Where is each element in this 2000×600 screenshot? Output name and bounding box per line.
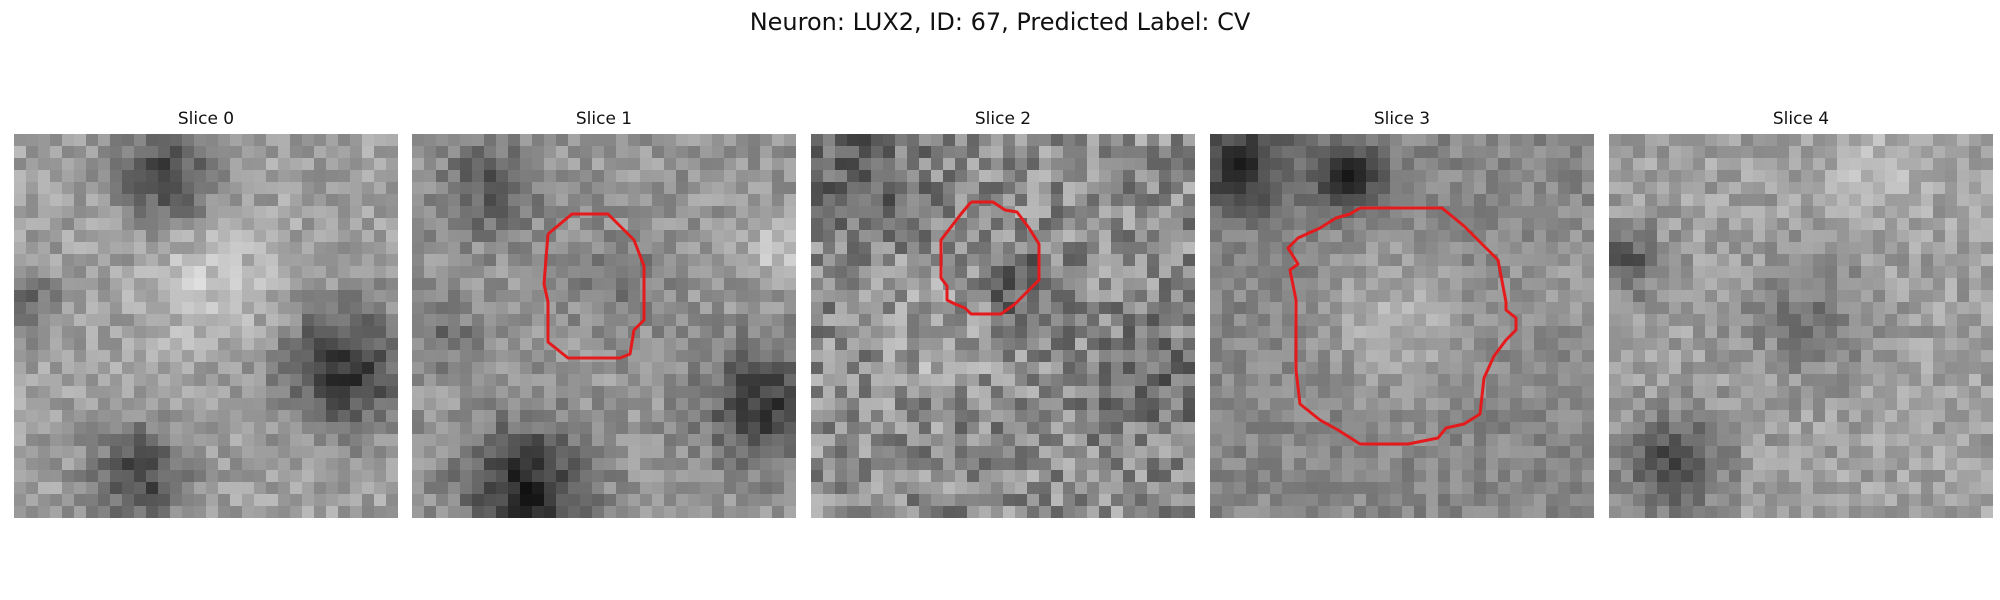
slice-image [14,134,398,518]
grayscale-micrograph [1609,134,1993,518]
roi-contour [542,212,646,360]
slice-image [1210,134,1594,518]
slice-image [811,134,1195,518]
grayscale-micrograph [14,134,398,518]
slice-panel-4: Slice 4 [1609,108,1993,518]
slice-panel-3: Slice 3 [1210,108,1594,518]
roi-contour [939,200,1041,316]
roi-contour [1286,206,1518,446]
figure-title: Neuron: LUX2, ID: 67, Predicted Label: C… [749,8,1251,36]
slice-title: Slice 4 [1772,109,1830,129]
slice-image [1609,134,1993,518]
grayscale-micrograph [412,134,796,518]
slice-title: Slice 2 [974,109,1032,129]
slice-image [412,134,796,518]
grayscale-micrograph [1210,134,1594,518]
slice-panel-1: Slice 1 [412,108,796,518]
slice-title: Slice 0 [177,109,235,129]
slice-title: Slice 3 [1373,109,1431,129]
grayscale-micrograph [811,134,1195,518]
slice-panel-0: Slice 0 [14,108,398,518]
slice-title: Slice 1 [575,109,633,129]
slice-panel-2: Slice 2 [811,108,1195,518]
